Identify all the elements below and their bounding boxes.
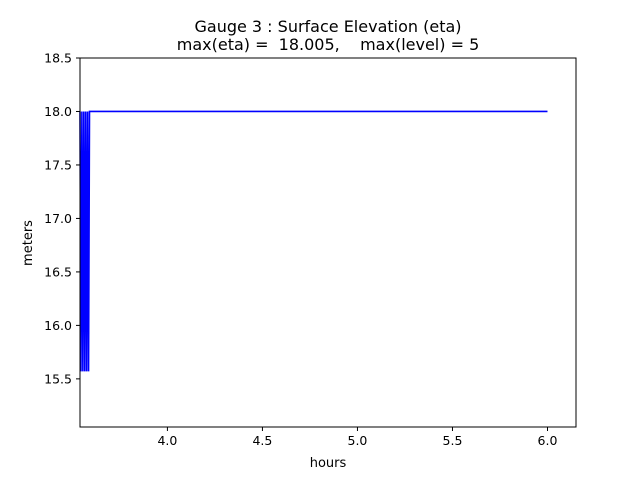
- x-tick-label: 4.5: [252, 433, 272, 448]
- y-tick-label: 16.0: [44, 318, 72, 333]
- y-axis-label: meters: [21, 220, 36, 266]
- chart-title: Gauge 3 : Surface Elevation (eta): [194, 17, 461, 36]
- plot-area: [79, 110, 548, 372]
- y-tick-label: 18.5: [44, 51, 72, 66]
- x-tick-label: 5.5: [443, 433, 463, 448]
- y-tick-label: 17.5: [44, 157, 72, 172]
- x-tick-label: 6.0: [538, 433, 558, 448]
- y-axis: 15.5 16.0 16.5 17.0 17.5 18.0 18.5: [44, 51, 80, 386]
- x-tick-label: 4.0: [157, 433, 177, 448]
- chart-subtitle: max(eta) = 18.005, max(level) = 5: [177, 35, 480, 54]
- x-axis-label: hours: [310, 456, 347, 471]
- y-tick-label: 18.0: [44, 104, 72, 119]
- y-tick-label: 16.5: [44, 264, 72, 279]
- series-line: [79, 110, 548, 372]
- x-tick-label: 5.0: [348, 433, 368, 448]
- axes-frame: [79, 57, 577, 428]
- y-tick-label: 15.5: [44, 371, 72, 386]
- x-axis: 4.0 4.5 5.0 5.5 6.0: [157, 427, 557, 448]
- y-tick-label: 17.0: [44, 211, 72, 226]
